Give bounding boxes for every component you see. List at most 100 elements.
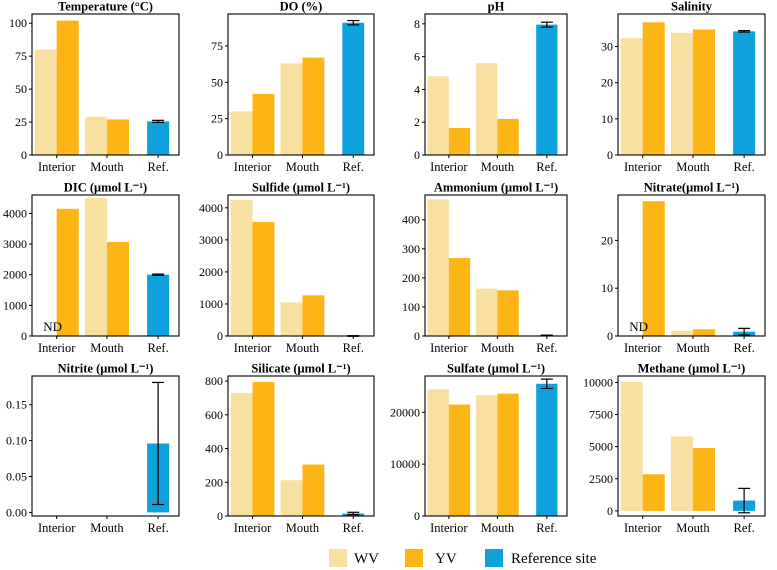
panel-title: DO (%) [280,0,323,14]
plot-frame [227,375,375,517]
legend-item: Reference site [485,549,597,567]
y-tick-label: 75 [15,49,27,63]
category-label: Interior [430,521,468,535]
legend-label: YV [435,551,457,567]
plot-frame [617,13,766,156]
legend-item: YV [405,549,457,567]
not-determined-label: ND [629,319,648,334]
plot-frame [227,13,375,156]
y-tick-label: 10000 [583,375,613,389]
category-label: Interior [624,160,662,174]
category-label: Mouth [90,160,124,174]
bar [620,381,643,511]
y-tick-label: 3000 [3,237,27,251]
bar [670,436,693,511]
y-tick-label: 5000 [589,440,613,454]
category-label: Ref. [734,521,755,535]
category-label: Mouth [676,521,710,535]
y-tick-label: 0 [217,148,223,162]
y-tick-label: 0 [21,329,27,343]
bar [476,63,498,155]
bar [280,63,303,155]
bar [230,199,253,336]
category-label: Ref. [148,521,169,535]
not-determined-label: ND [43,319,62,334]
legend-swatch [485,549,503,567]
y-tick-label: 0 [607,148,613,162]
bar [642,201,665,336]
category-label: Ref. [536,160,557,174]
y-tick-label: 800 [205,374,223,388]
category-label: Interior [624,521,662,535]
bar [692,29,716,155]
plot-frame [227,194,375,337]
category-label: Mouth [676,341,710,355]
panel-title: pH [488,0,505,14]
panel-title: Silicate (μmol L⁻¹) [251,362,350,376]
category-label: Ref. [734,341,755,355]
bar [620,38,643,155]
y-tick-label: 75 [211,39,223,53]
category-label: Ref. [536,521,557,535]
bar [642,22,665,155]
category-label: Ref. [148,160,169,174]
error-bar [738,327,751,336]
error-bar [540,378,553,390]
y-tick-label: 10000 [390,457,420,471]
bar [34,49,57,156]
category-label: Ref. [343,341,364,355]
y-tick-label: 4000 [3,206,27,220]
y-tick-label: 2500 [589,472,613,486]
y-tick-label: 0.00 [6,505,27,519]
bar [147,121,170,155]
category-label: Mouth [481,341,515,355]
y-tick-label: 10 [601,112,613,126]
y-tick-label: 0 [21,148,27,162]
y-tick-label: 0 [217,329,223,343]
category-label: Interior [624,341,662,355]
bar [670,330,693,336]
bar [106,119,130,155]
panel-title: Temperature (°C) [58,0,153,14]
bar [56,208,79,336]
plot-frame [617,375,766,517]
panel-title: Sulfide (μmol L⁻¹) [252,181,350,195]
y-tick-label: 8 [414,17,420,31]
legend: WV YV Reference site [329,549,597,567]
y-tick-label: 600 [205,408,223,422]
category-label: Interior [38,160,76,174]
legend-swatch [329,549,347,567]
y-tick-label: 25 [15,115,27,129]
y-tick-label: 25 [211,112,223,126]
bar [147,274,170,336]
category-label: Interior [234,160,272,174]
bar [230,111,253,155]
bar [642,474,665,511]
error-bar [347,19,360,26]
category-label: Interior [430,160,468,174]
chart-panel: DIC (μmol L⁻¹) 0 1000 2000 3000 4000 Interior M… [3,181,180,355]
plot-frame [31,375,180,517]
chart-panel: Ammonium (μmol L⁻¹) 0 100 200 300 400 Interior… [402,181,568,355]
error-bar [152,381,165,506]
y-tick-label: 2 [414,115,420,129]
y-tick-label: 100 [402,300,420,314]
legend-label: WV [354,551,379,567]
bar [302,464,325,516]
y-tick-label: 0 [414,148,420,162]
bar [342,22,365,155]
error-bar [738,487,751,514]
y-tick-label: 0 [217,509,223,523]
bar [427,76,449,155]
error-bar [152,273,165,276]
bar [252,221,275,336]
error-bar [347,511,360,516]
bar [302,57,325,155]
bar [302,295,325,336]
category-label: Interior [234,341,272,355]
y-tick-label: 100 [9,16,27,30]
y-tick-label: 50 [15,82,27,96]
chart-panel: Silicate (μmol L⁻¹) 0 200 400 600 800 Interior… [205,362,375,535]
